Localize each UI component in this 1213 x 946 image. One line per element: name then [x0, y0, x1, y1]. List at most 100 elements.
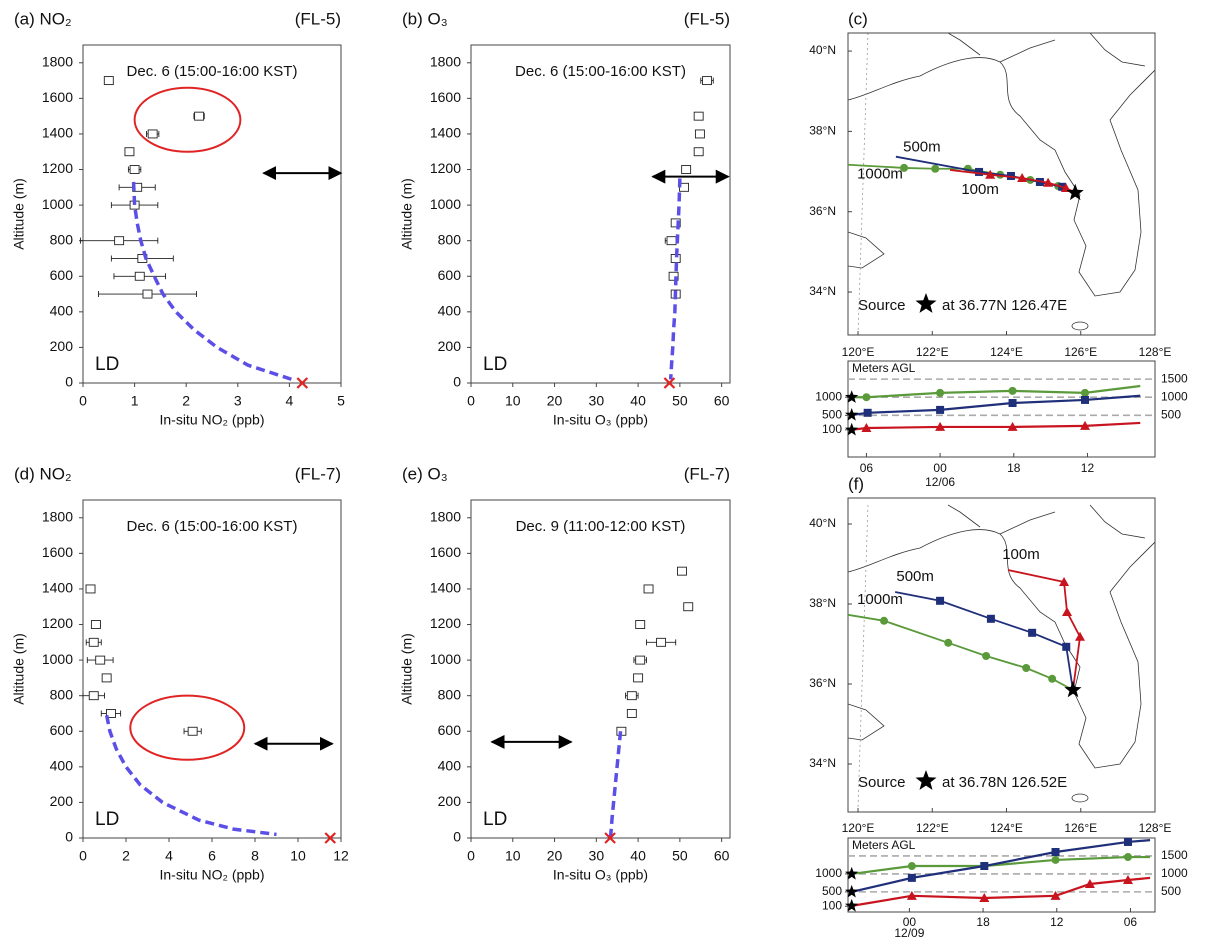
data-box [194, 111, 205, 121]
marker-square [1081, 395, 1090, 404]
x-axis-title: In-situ NO₂ (ppb) [159, 412, 264, 428]
y-tick-label: 400 [50, 758, 74, 774]
data-box [134, 271, 145, 281]
fit-curve [668, 178, 682, 380]
data-box [670, 218, 681, 228]
y-tick-label: 1000 [430, 196, 461, 212]
surface-point [663, 377, 676, 389]
panel-label: (f) [848, 474, 864, 493]
map-frame [847, 497, 1156, 813]
lon-tick-label: 128°E [1139, 345, 1172, 359]
data-box [677, 566, 687, 576]
data-box [702, 76, 712, 86]
coast-line [947, 33, 981, 56]
trajectory-line [1007, 569, 1081, 691]
trajectory-label: 1000m [857, 166, 903, 183]
data-box [643, 584, 654, 594]
lon-tick-label: 122°E [916, 821, 949, 835]
y-axis-title: Altitude (m) [399, 178, 415, 250]
data-box [85, 584, 96, 594]
x-tick-label: 20 [547, 848, 563, 864]
x-tick-label: 1 [131, 393, 139, 409]
y-tick-label: 1400 [42, 125, 73, 141]
y-tick-label: 1400 [430, 125, 461, 141]
height-line [851, 384, 1141, 399]
marker-triangle [861, 423, 872, 433]
annotation: Dec. 6 (15:00-16:00 KST) [127, 518, 298, 535]
y-tick-label: 1200 [42, 160, 73, 176]
date-label: 12/06 [925, 475, 955, 489]
y-tick-label: 200 [438, 338, 462, 354]
panel-label: (d) NO₂ [14, 464, 72, 483]
data-box [681, 165, 692, 174]
data-box [626, 709, 637, 718]
marker-triangle [979, 892, 990, 902]
x-tick-label: 60 [714, 393, 730, 409]
marker-square [986, 614, 995, 623]
marker-circle [1008, 386, 1017, 395]
lon-tick-label: 126°E [1064, 821, 1097, 835]
x-tick-label: 40 [630, 393, 646, 409]
x-tick-label: 0 [467, 393, 475, 409]
height-line [851, 421, 1141, 431]
time-tick-label: 18 [1007, 461, 1021, 475]
x-tick-label: 2 [182, 393, 190, 409]
lon-tick-label: 128°E [1139, 821, 1172, 835]
annotation: Dec. 6 (15:00-16:00 KST) [127, 63, 298, 80]
marker-triangle [1060, 183, 1071, 193]
y-tick-label: 400 [50, 303, 74, 319]
x-tick-label: 50 [672, 393, 688, 409]
source-star [1064, 681, 1082, 698]
trajectory-label: 100m [961, 181, 999, 198]
y-tick-label: 1600 [430, 544, 461, 560]
marker-circle [900, 163, 909, 172]
flight-label: (FL-7) [684, 464, 730, 483]
marker-triangle [1122, 875, 1133, 885]
trajectory-label: 500m [903, 139, 941, 156]
panel-label: (b) O₃ [402, 9, 448, 28]
fit-curve [608, 731, 623, 839]
left-tick-label: 1000 [815, 866, 842, 880]
annotation: Dec. 9 (11:00-12:00 KST) [516, 518, 686, 535]
x-tick-label: 0 [79, 393, 87, 409]
y-tick-label: 1800 [42, 53, 73, 69]
surface-point [604, 832, 616, 844]
y-tick-label: 1600 [430, 89, 461, 105]
panel-label: (c) [848, 9, 868, 28]
y-tick-label: 1000 [42, 196, 73, 212]
time-tick-label: 00 [903, 915, 917, 929]
x-tick-label: 50 [672, 848, 688, 864]
y-tick-label: 200 [438, 793, 462, 809]
lat-tick-label: 38°N [809, 596, 836, 610]
x-tick-label: 30 [589, 848, 605, 864]
marker-square [1123, 837, 1132, 846]
lat-tick-label: 40°N [809, 516, 836, 530]
right-tick-label: 1000 [1161, 866, 1188, 880]
marker-circle [880, 616, 889, 625]
y-tick-label: 1200 [42, 615, 73, 631]
marker-circle [982, 652, 991, 660]
data-box [666, 236, 677, 246]
marker-square [1028, 628, 1037, 637]
marker-square [936, 405, 945, 414]
data-box [88, 637, 99, 647]
data-box [683, 602, 694, 612]
height-line [851, 394, 1141, 417]
x-tick-label: 20 [547, 393, 563, 409]
marker-triangle [1075, 631, 1086, 641]
marker-circle [1081, 388, 1090, 397]
trajectory-line [847, 613, 1074, 691]
data-box [124, 147, 135, 157]
marker-square [1008, 399, 1017, 408]
data-box [693, 147, 704, 157]
y-tick-label: 800 [438, 686, 462, 702]
lat-tick-label: 40°N [809, 43, 836, 57]
y-tick-label: 1400 [430, 580, 461, 596]
x-tick-label: 40 [630, 848, 646, 864]
height-title: Meters AGL [852, 838, 916, 852]
height-title: Meters AGL [852, 361, 916, 375]
time-tick-label: 00 [933, 461, 947, 475]
lat-tick-label: 38°N [809, 124, 836, 138]
marker-circle [1048, 674, 1057, 683]
y-tick-label: 0 [453, 829, 461, 845]
